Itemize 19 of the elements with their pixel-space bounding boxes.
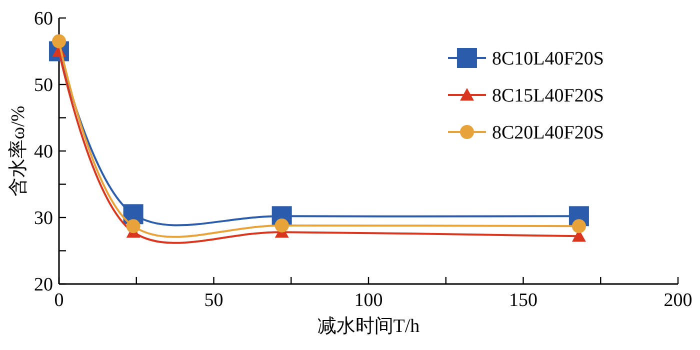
x-tick-label: 100 <box>354 290 383 311</box>
point <box>572 219 586 234</box>
legend-label: 8C10L40F20S <box>492 48 604 70</box>
legend-label: 8C20L40F20S <box>492 122 604 144</box>
y-tick-label: 30 <box>34 208 53 230</box>
point <box>126 219 140 234</box>
x-tick-label: 200 <box>664 290 692 311</box>
x-tick-label: 150 <box>509 290 538 311</box>
point <box>274 218 289 232</box>
x-tick-label: 0 <box>54 290 64 311</box>
x-axis-title: 减水时间T/h <box>317 316 420 337</box>
y-tick-label: 50 <box>34 75 53 96</box>
y-tick-label: 60 <box>34 8 53 30</box>
legend-label: 8C15L40F20S <box>492 86 604 107</box>
y-axis-title: 含水率ω/% <box>7 106 29 196</box>
y-tick-label: 20 <box>34 274 53 296</box>
point <box>52 34 66 48</box>
x-tick-label: 50 <box>204 290 224 311</box>
y-tick-label: 40 <box>34 142 53 163</box>
